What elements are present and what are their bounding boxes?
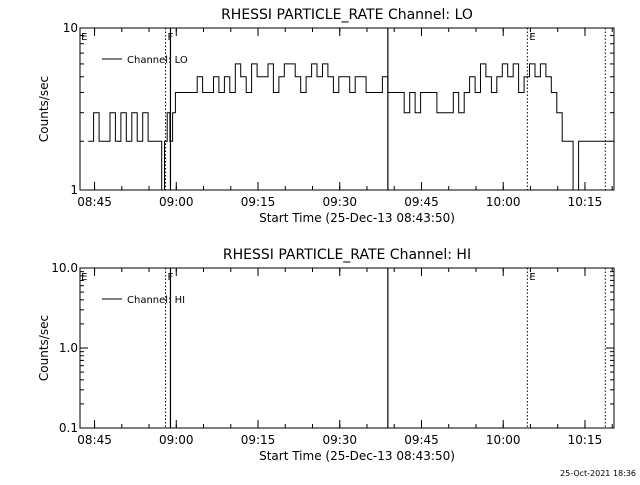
y-tick-label: 10	[63, 21, 78, 35]
x-tick-label: 09:30	[322, 195, 357, 209]
chart-lo: RHESSI PARTICLE_RATE Channel: LO 08:45 09:…	[37, 7, 615, 225]
time-marker-label: E	[81, 32, 87, 43]
legend-label: Channel: HI	[127, 295, 185, 306]
x-tick-label: 08:45	[77, 433, 112, 447]
x-tick-label: 10:00	[486, 195, 521, 209]
chart-hi: RHESSI PARTICLE_RATE Channel: HI 08:45 09:…	[37, 247, 615, 463]
x-tick-label: 10:15	[568, 195, 603, 209]
footer-timestamp: 25-Oct-2021 18:36	[560, 469, 636, 478]
x-tick-label: 09:00	[159, 433, 194, 447]
y-tick-label: 10.0	[51, 261, 78, 275]
chart-title: RHESSI PARTICLE_RATE Channel: LO	[221, 7, 473, 23]
x-tick-label: 09:45	[404, 433, 439, 447]
time-marker-label: E	[529, 32, 535, 43]
x-axis-label: Start Time (25-Dec-13 08:43:50)	[259, 449, 455, 463]
series-line	[88, 63, 612, 191]
legend-label: Channel: LO	[127, 55, 188, 66]
x-tick-label: 09:15	[241, 195, 276, 209]
x-tick-label: 09:15	[241, 433, 276, 447]
x-tick-label: 09:00	[159, 195, 194, 209]
x-axis-label: Start Time (25-Dec-13 08:43:50)	[259, 211, 455, 225]
y-tick-label: 1.0	[59, 341, 78, 355]
plot-frame	[79, 267, 615, 429]
y-axis-label: Counts/sec	[37, 76, 51, 142]
y-tick-label: 0.1	[59, 421, 78, 435]
x-tick-label: 09:45	[404, 195, 439, 209]
x-tick-label: 09:30	[322, 433, 357, 447]
y-axis-label: Counts/sec	[37, 315, 51, 381]
time-marker-label: E	[529, 272, 535, 283]
time-marker-label: E	[81, 272, 87, 283]
plot-frame	[79, 27, 615, 191]
x-tick-label: 10:15	[568, 433, 603, 447]
x-tick-label: 08:45	[77, 195, 112, 209]
x-tick-label: 10:00	[486, 433, 521, 447]
chart-title: RHESSI PARTICLE_RATE Channel: HI	[223, 247, 471, 263]
y-tick-label: 1	[70, 183, 78, 197]
